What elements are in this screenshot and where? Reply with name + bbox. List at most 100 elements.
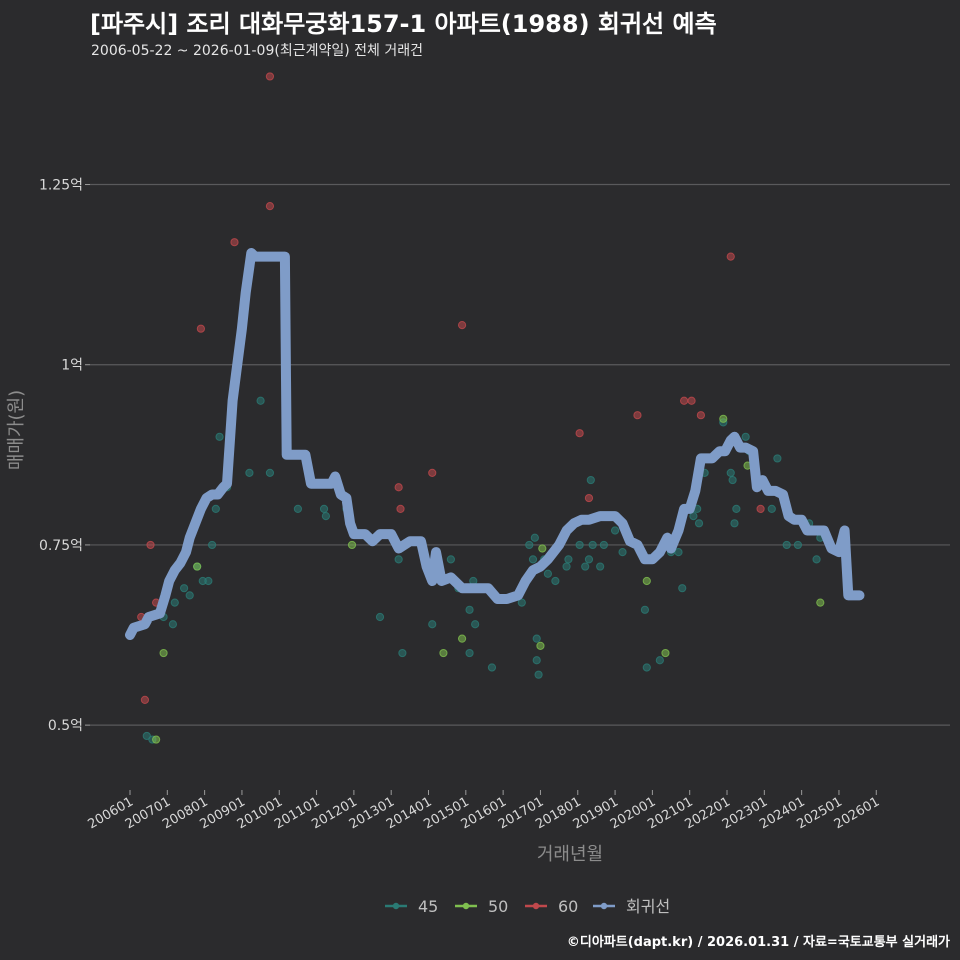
data-point-45 xyxy=(471,620,480,629)
data-point-45 xyxy=(394,555,403,564)
data-point-45 xyxy=(532,656,541,665)
data-point-45 xyxy=(741,432,750,441)
data-point-60 xyxy=(230,238,239,247)
data-point-60 xyxy=(575,429,584,438)
data-point-50 xyxy=(347,540,357,550)
data-point-45 xyxy=(564,555,573,564)
data-point-45 xyxy=(689,511,698,521)
data-point-60 xyxy=(146,540,155,550)
data-point-60 xyxy=(140,695,150,705)
legend-swatch-dot xyxy=(392,902,400,910)
legend-item-60: 60 xyxy=(525,897,578,916)
legend-item-50: 50 xyxy=(455,897,508,916)
data-point-60 xyxy=(394,483,403,492)
data-point-50 xyxy=(719,414,728,423)
data-point-45 xyxy=(142,731,151,741)
data-point-45 xyxy=(532,634,541,643)
data-point-45 xyxy=(728,475,737,485)
data-point-45 xyxy=(618,548,627,557)
legend-label: 45 xyxy=(418,897,438,916)
data-point-45 xyxy=(265,468,275,477)
data-point-45 xyxy=(428,620,437,629)
legend: 45 50 60 회귀선 xyxy=(385,897,670,916)
legend-label: 60 xyxy=(558,897,578,916)
data-point-45 xyxy=(517,598,526,607)
y-tick-label: 1억 xyxy=(61,358,83,374)
data-point-45 xyxy=(730,519,739,528)
data-point-60 xyxy=(196,324,205,333)
data-point-60 xyxy=(265,202,275,211)
data-point-60 xyxy=(265,72,275,81)
data-point-50 xyxy=(193,562,202,571)
y-tick-label: 1.25억 xyxy=(39,178,83,194)
data-point-45 xyxy=(245,468,254,477)
data-point-45 xyxy=(293,504,303,513)
data-point-45 xyxy=(180,584,189,593)
data-point-45 xyxy=(207,540,217,550)
data-point-45 xyxy=(586,475,595,485)
data-point-45 xyxy=(642,663,651,672)
data-point-60 xyxy=(756,504,765,513)
data-point-45 xyxy=(170,598,179,607)
data-point-45 xyxy=(732,504,741,513)
data-point-50 xyxy=(152,735,161,744)
data-point-45 xyxy=(726,468,735,477)
data-point-45 xyxy=(655,656,664,665)
data-point-45 xyxy=(599,540,608,550)
data-point-45 xyxy=(487,663,497,672)
data-point-45 xyxy=(584,555,594,564)
data-point-60 xyxy=(457,320,467,330)
axis-layer: 0.5억0.75억1억1.25억200601200701200801200901… xyxy=(6,178,882,865)
data-point-45 xyxy=(530,533,539,542)
data-point-45 xyxy=(215,432,224,441)
data-point-45 xyxy=(543,569,553,578)
legend-swatch-dot xyxy=(462,902,470,910)
data-point-45 xyxy=(782,540,791,550)
data-point-50 xyxy=(538,544,547,553)
legend-swatch-dot xyxy=(532,902,540,910)
regression-line xyxy=(125,248,865,640)
data-point-60 xyxy=(687,396,696,405)
data-point-45 xyxy=(446,555,455,564)
regression-layer xyxy=(125,248,865,640)
data-point-60 xyxy=(633,411,642,420)
chart-title: [파주시] 조리 대화무궁화157-1 아파트(1988) 회귀선 예측 xyxy=(90,10,717,38)
data-point-45 xyxy=(204,576,213,586)
data-point-45 xyxy=(812,555,821,564)
data-point-45 xyxy=(674,548,683,557)
data-point-50 xyxy=(661,648,670,658)
data-point-45 xyxy=(465,605,474,614)
data-point-45 xyxy=(562,562,571,571)
data-point-45 xyxy=(525,540,534,550)
source-credit: ©디아파트(dapt.kr) / 2026.01.31 / 자료=국토교통부 실… xyxy=(566,935,950,950)
data-point-45 xyxy=(793,540,803,550)
data-point-45 xyxy=(640,605,650,614)
data-point-60 xyxy=(396,504,405,513)
legend-swatch-dot xyxy=(600,902,608,910)
data-point-60 xyxy=(696,411,705,420)
y-tick-label: 0.75억 xyxy=(39,538,83,554)
data-point-60 xyxy=(428,468,437,477)
data-point-45 xyxy=(185,591,194,600)
data-point-45 xyxy=(528,555,538,564)
data-point-50 xyxy=(457,634,467,643)
y-tick-label: 0.5억 xyxy=(48,718,83,734)
data-point-45 xyxy=(575,540,584,550)
data-point-50 xyxy=(816,598,825,607)
data-point-45 xyxy=(465,648,474,658)
data-point-45 xyxy=(588,540,597,550)
data-point-45 xyxy=(321,511,330,521)
data-point-50 xyxy=(536,641,545,650)
data-point-60 xyxy=(726,252,735,261)
data-point-60 xyxy=(680,396,689,405)
chart-subtitle: 2006-05-22 ~ 2026-01-09(최근계약일) 전체 거래건 xyxy=(91,43,423,59)
data-point-45 xyxy=(581,562,590,571)
data-point-50 xyxy=(642,576,651,586)
points-layer xyxy=(137,72,825,744)
data-point-45 xyxy=(398,648,407,658)
data-point-45 xyxy=(678,584,687,593)
x-axis-title: 거래년월 xyxy=(537,844,603,865)
grid-layer xyxy=(90,183,950,726)
data-point-45 xyxy=(610,526,620,535)
